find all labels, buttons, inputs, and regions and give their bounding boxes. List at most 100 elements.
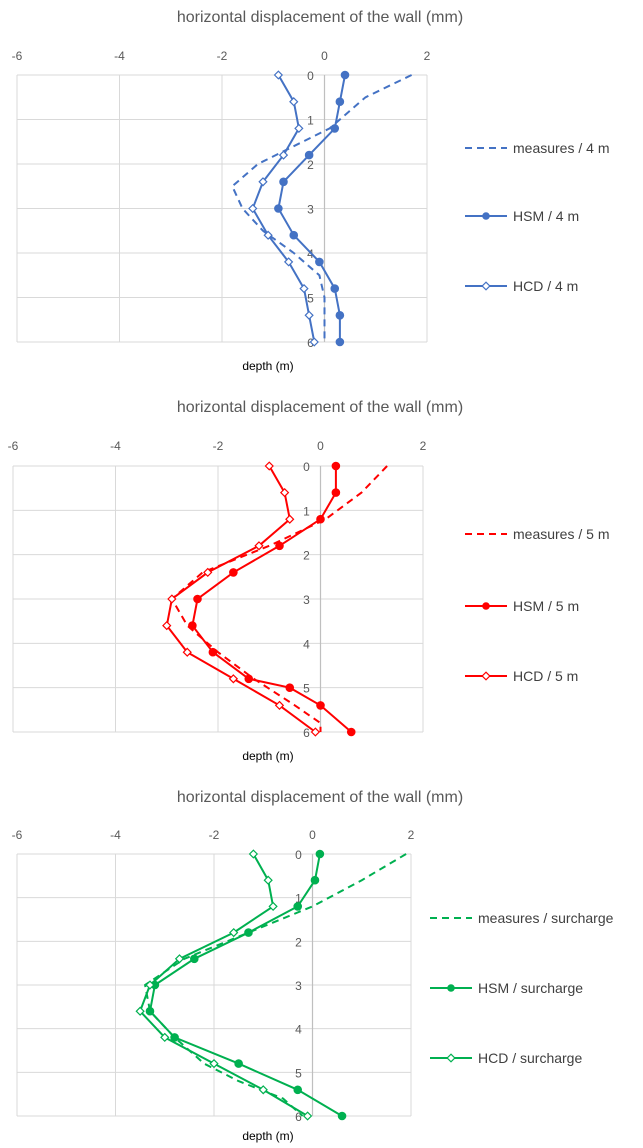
series-2	[145, 849, 347, 1121]
data-point	[285, 514, 295, 524]
data-point	[145, 1006, 155, 1016]
legend-label: measures / surcharge	[478, 910, 614, 926]
gridlines	[16, 853, 412, 1117]
x-tick-label: -4	[110, 439, 121, 453]
x-tick-label: 2	[408, 828, 415, 842]
depth-tick-label: 0	[295, 848, 302, 862]
data-point	[316, 514, 325, 524]
chart-title: horizontal displacement of the wall (mm)	[177, 789, 463, 806]
series-3	[248, 70, 319, 347]
data-point	[190, 954, 199, 964]
data-point	[182, 647, 192, 657]
legend-marker	[481, 281, 491, 291]
depth-tick-label: 4	[303, 637, 310, 651]
data-point	[167, 594, 177, 604]
data-point	[229, 568, 238, 577]
series-line	[170, 465, 388, 732]
data-point	[208, 647, 218, 657]
legend-label: HCD / 4 m	[513, 278, 578, 294]
depth-tick-label: 6	[303, 726, 310, 740]
data-point	[193, 594, 202, 604]
legend-label: HCD / surcharge	[478, 1050, 582, 1066]
data-point	[337, 1111, 347, 1121]
x-tick-label: -4	[114, 49, 125, 63]
legend-label: HSM / surcharge	[478, 980, 583, 996]
x-tick-label: -6	[12, 828, 23, 842]
data-point	[279, 177, 288, 187]
data-point	[299, 283, 309, 294]
legend: measures / 4 m HSM / 4 m HCD / 4 m	[465, 140, 609, 294]
depth-tick-label: 3	[307, 203, 314, 217]
data-point	[310, 727, 321, 737]
data-point	[244, 928, 253, 937]
gridlines	[12, 465, 424, 733]
legend: measures / surcharge HSM / surcharge HCD /…	[430, 910, 614, 1066]
data-point	[264, 461, 274, 471]
data-point	[274, 700, 285, 711]
data-point	[335, 337, 345, 347]
depth-tick-label: 4	[295, 1023, 302, 1037]
x-tick-label: -2	[213, 439, 224, 453]
axis-label: depth (m)	[242, 359, 293, 373]
data-point	[289, 97, 299, 107]
x-tick-label: -2	[217, 49, 228, 63]
depth-tick-label: 0	[303, 460, 310, 474]
data-point	[293, 902, 303, 911]
depth-tick-label: 0	[307, 69, 314, 83]
data-point	[209, 1058, 219, 1069]
data-point	[174, 954, 185, 964]
chart-title: horizontal displacement of the wall (mm)	[177, 9, 463, 26]
series-1	[170, 465, 388, 732]
x-tick-label: -4	[110, 828, 121, 842]
data-point	[331, 461, 341, 471]
data-point	[316, 701, 325, 710]
data-point	[294, 123, 304, 134]
axis-label: depth (m)	[242, 749, 293, 763]
legend-label: measures / 4 m	[513, 140, 609, 156]
data-point	[188, 621, 197, 630]
data-point	[302, 1111, 313, 1121]
data-point	[258, 177, 268, 187]
legend: measures / 5 m HSM / 5 m HCD / 5 m	[465, 526, 609, 684]
x-tick-label: 0	[321, 49, 328, 63]
data-point	[335, 97, 345, 106]
data-point	[279, 487, 290, 498]
depth-tick-label: 3	[295, 979, 302, 993]
data-point	[315, 257, 324, 267]
depth-tick-label: 2	[307, 158, 314, 172]
data-point	[330, 284, 340, 293]
depth-tick-label: 2	[303, 549, 310, 563]
depth-tick-label: 1	[307, 114, 314, 128]
x-tick-label: 0	[309, 828, 316, 842]
data-point	[258, 1085, 268, 1095]
gridlines	[16, 74, 428, 343]
data-point	[278, 150, 289, 160]
series-2	[274, 70, 350, 347]
data-point	[228, 674, 239, 684]
legend-label: HCD / 5 m	[513, 668, 578, 684]
legend-marker	[446, 1053, 456, 1063]
x-tick-label: -6	[8, 439, 19, 453]
depth-tick-label: 5	[295, 1066, 302, 1080]
data-point	[254, 541, 264, 551]
data-point	[283, 257, 294, 267]
chart-3: horizontal displacement of the wall (mm)…	[12, 789, 614, 1143]
legend-marker	[482, 212, 490, 220]
data-point	[309, 337, 319, 347]
data-point	[274, 204, 283, 213]
data-point	[203, 567, 213, 578]
legend-label: HSM / 4 m	[513, 208, 579, 224]
legend-marker	[482, 602, 490, 610]
data-point	[304, 150, 314, 160]
data-point	[135, 1006, 145, 1016]
x-tick-label: 0	[317, 439, 324, 453]
series-3	[162, 461, 321, 737]
data-point	[330, 124, 340, 133]
series-3	[135, 849, 313, 1121]
data-point	[229, 927, 239, 938]
data-point	[244, 674, 254, 684]
series-2	[188, 461, 356, 737]
depth-tick-label: 5	[303, 682, 310, 696]
data-point	[162, 620, 172, 631]
data-point	[293, 1085, 303, 1095]
